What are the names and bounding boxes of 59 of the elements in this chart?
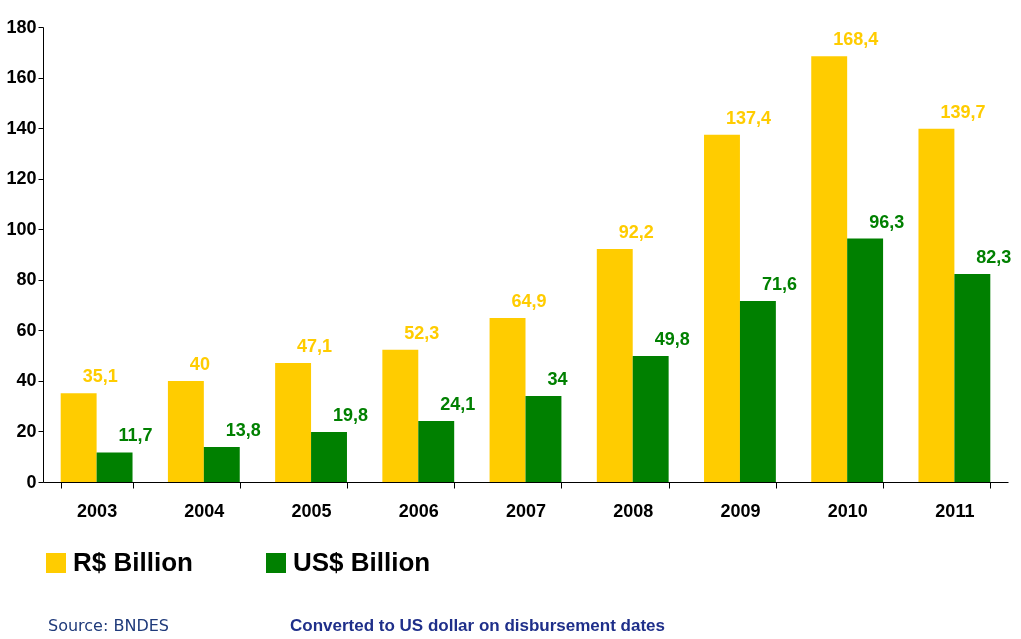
bar [525, 396, 562, 482]
data-label: 13,8 [225, 420, 261, 441]
bar [418, 421, 455, 482]
text: Converted to US dollar on disbursement dates [290, 616, 666, 636]
bar [275, 362, 312, 482]
data-label: 52,3 [404, 322, 440, 343]
bar [489, 317, 526, 482]
data-label: 96,3 [869, 211, 905, 232]
x-tick-label: 2004 [184, 500, 225, 521]
data-label: 40 [189, 353, 210, 374]
legend-label: R$ Billion [73, 547, 193, 577]
data-label: 82,3 [976, 246, 1012, 267]
bar [918, 128, 955, 482]
data-label: 11,7 [118, 425, 153, 446]
bar [632, 356, 669, 482]
data-label: 71,6 [761, 274, 797, 295]
source-note: Source: BNDES [48, 616, 169, 635]
data-label: 64,9 [511, 290, 547, 311]
bar [847, 238, 884, 482]
data-label: 92,2 [618, 221, 654, 242]
bar [811, 56, 848, 482]
data-label: 168,4 [833, 29, 879, 50]
data-label: 34 [547, 369, 568, 390]
bar [739, 301, 776, 482]
bar [167, 380, 204, 482]
y-tick-label: 120 [6, 168, 37, 189]
y-tick-label: 100 [6, 218, 37, 239]
data-label: 47,1 [297, 335, 333, 356]
bar [96, 452, 133, 482]
x-tick-label: 2005 [291, 500, 332, 521]
bar [203, 447, 240, 482]
y-tick-label: 60 [16, 319, 37, 340]
legend-label: US$ Billion [293, 547, 431, 577]
y-tick-label: 160 [6, 67, 37, 88]
x-tick-label: 2007 [505, 500, 547, 521]
x-tick-label: 2003 [77, 500, 118, 521]
bar [60, 393, 97, 482]
x-tick-label: 2008 [613, 500, 654, 521]
y-tick-label: 140 [6, 117, 37, 138]
bar [954, 273, 991, 482]
y-tick-label: 180 [6, 16, 37, 37]
bar [596, 248, 633, 482]
x-tick-label: 2009 [720, 500, 761, 521]
data-label: 49,8 [654, 329, 690, 350]
x-tick-label: 2010 [827, 500, 868, 521]
y-tick-label: 40 [16, 370, 37, 391]
data-label: 137,4 [725, 107, 772, 128]
data-label: 35,1 [82, 366, 118, 387]
x-tick-label: 2006 [398, 500, 439, 521]
y-tick-label: 20 [16, 420, 37, 441]
data-label: 24,1 [440, 394, 476, 415]
data-label: 19,8 [333, 404, 369, 425]
bar [382, 349, 419, 482]
data-label: 139,7 [940, 101, 986, 122]
y-tick-label: 80 [16, 269, 37, 290]
bar [704, 134, 740, 482]
bar [311, 431, 347, 482]
y-tick-label: 0 [26, 471, 37, 492]
x-tick-label: 2011 [935, 500, 975, 521]
